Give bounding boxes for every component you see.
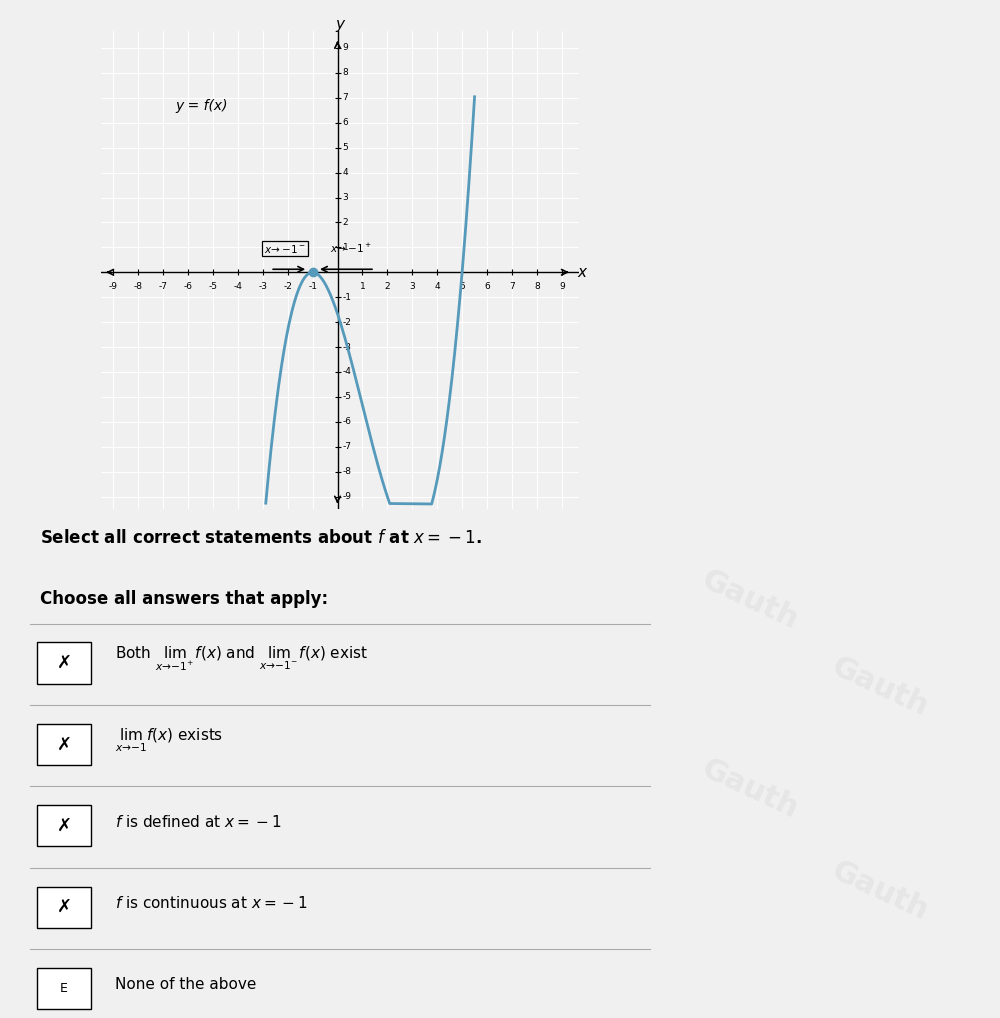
Text: -8: -8 xyxy=(342,467,351,476)
Text: Gauth: Gauth xyxy=(697,754,803,824)
Text: $x$: $x$ xyxy=(577,265,588,280)
Text: $f$ is continuous at $x = -1$: $f$ is continuous at $x = -1$ xyxy=(115,896,308,911)
Text: 1: 1 xyxy=(342,243,348,251)
FancyBboxPatch shape xyxy=(37,805,91,847)
Text: 4: 4 xyxy=(434,282,440,291)
Text: Choose all answers that apply:: Choose all answers that apply: xyxy=(40,590,328,609)
Text: -3: -3 xyxy=(342,342,351,351)
Text: $\lim_{x\to-1} f(x)$ exists: $\lim_{x\to-1} f(x)$ exists xyxy=(115,727,223,754)
Text: 5: 5 xyxy=(459,282,465,291)
Text: None of the above: None of the above xyxy=(115,977,256,993)
Text: -7: -7 xyxy=(342,442,351,451)
Text: 5: 5 xyxy=(342,144,348,152)
Text: 4: 4 xyxy=(342,168,348,177)
Text: -8: -8 xyxy=(134,282,143,291)
Text: $x\!\to\!-\!1^+$: $x\!\to\!-\!1^+$ xyxy=(330,241,372,254)
Text: y = f(x): y = f(x) xyxy=(176,100,228,113)
Text: 1: 1 xyxy=(360,282,365,291)
Text: ✗: ✗ xyxy=(56,898,72,916)
Text: -5: -5 xyxy=(208,282,217,291)
FancyBboxPatch shape xyxy=(37,887,91,928)
Text: -1: -1 xyxy=(342,293,351,301)
Text: -5: -5 xyxy=(342,392,351,401)
Text: Gauth: Gauth xyxy=(697,566,803,635)
Text: 2: 2 xyxy=(385,282,390,291)
Text: 2: 2 xyxy=(342,218,348,227)
Text: 9: 9 xyxy=(342,44,348,53)
Text: 6: 6 xyxy=(484,282,490,291)
Text: $x\!\to\!-\!1^-$: $x\!\to\!-\!1^-$ xyxy=(264,243,306,254)
Text: -7: -7 xyxy=(159,282,168,291)
Text: -3: -3 xyxy=(258,282,267,291)
Text: ✗: ✗ xyxy=(56,816,72,835)
Text: Gauth: Gauth xyxy=(827,653,933,722)
Text: 8: 8 xyxy=(342,68,348,77)
Text: -6: -6 xyxy=(342,417,351,427)
FancyBboxPatch shape xyxy=(37,642,91,684)
Text: Both $\lim_{x\to-1^+} f(x)$ and $\lim_{x\to-1^-} f(x)$ exist: Both $\lim_{x\to-1^+} f(x)$ and $\lim_{x… xyxy=(115,645,368,673)
Text: -4: -4 xyxy=(342,367,351,377)
Text: 7: 7 xyxy=(342,94,348,103)
Text: ✗: ✗ xyxy=(56,654,72,672)
Text: -9: -9 xyxy=(342,492,351,501)
Text: -4: -4 xyxy=(233,282,242,291)
Text: -9: -9 xyxy=(109,282,118,291)
Text: 7: 7 xyxy=(509,282,515,291)
Text: Gauth: Gauth xyxy=(827,856,933,925)
FancyBboxPatch shape xyxy=(37,968,91,1010)
Text: -6: -6 xyxy=(183,282,192,291)
Text: Select all correct statements about $f$ at $x = -1$.: Select all correct statements about $f$ … xyxy=(40,529,482,548)
Text: -2: -2 xyxy=(342,318,351,327)
Text: 6: 6 xyxy=(342,118,348,127)
Text: ✗: ✗ xyxy=(56,735,72,753)
Text: 3: 3 xyxy=(409,282,415,291)
FancyBboxPatch shape xyxy=(37,724,91,766)
Text: -2: -2 xyxy=(283,282,292,291)
Text: $f$ is defined at $x = -1$: $f$ is defined at $x = -1$ xyxy=(115,814,281,830)
Text: -1: -1 xyxy=(308,282,317,291)
Text: $y$: $y$ xyxy=(335,18,347,35)
Text: 9: 9 xyxy=(559,282,565,291)
Text: 3: 3 xyxy=(342,193,348,202)
Text: E: E xyxy=(60,982,68,996)
Text: 8: 8 xyxy=(534,282,540,291)
